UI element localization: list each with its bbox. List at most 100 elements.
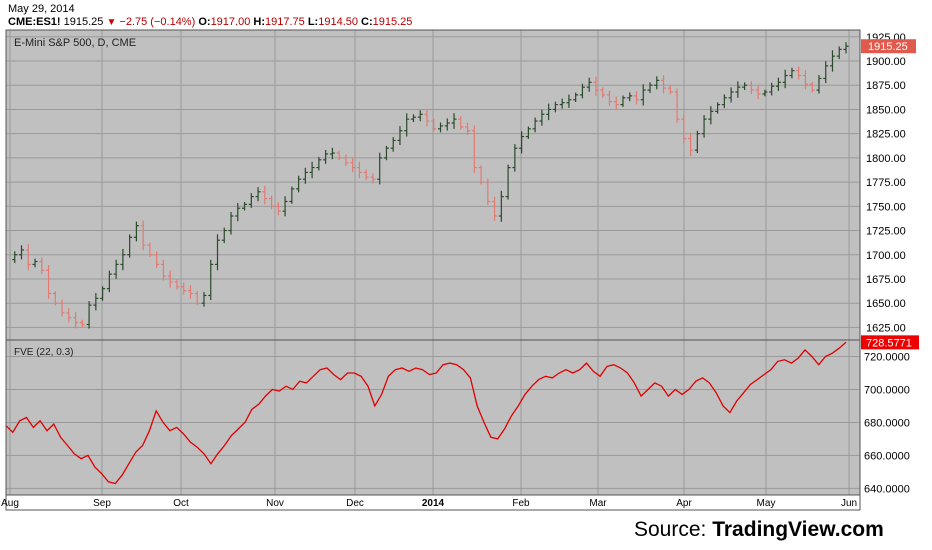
price-bar: [79, 319, 85, 328]
price-bar: [39, 257, 45, 275]
price-bar: [789, 67, 795, 79]
close-label: C:: [361, 16, 373, 28]
price-bar: [640, 84, 646, 106]
time-tick-label: May: [757, 498, 776, 509]
price-tick-label: 1750.00: [866, 201, 906, 213]
price-bar: [566, 94, 572, 108]
price-bar: [19, 245, 25, 260]
source-prefix: Source:: [634, 518, 713, 541]
fve-panel-title: FVE (22, 0.3): [14, 347, 73, 358]
price-bar: [512, 144, 518, 172]
fve-tick-label: 640.0000: [864, 483, 910, 495]
price-tick-label: 1700.00: [866, 250, 906, 262]
price-bar: [525, 126, 531, 139]
price-bar: [269, 195, 275, 210]
time-tick-label: Nov: [266, 498, 284, 509]
price-bar: [471, 125, 477, 173]
price-bar: [586, 77, 592, 92]
high-label: H:: [253, 16, 265, 28]
price-bar: [296, 175, 302, 193]
price-bar: [289, 186, 295, 204]
price-bar: [215, 234, 220, 271]
price-bar: [275, 202, 281, 216]
price-bar: [73, 311, 79, 329]
price-bar: [410, 114, 416, 123]
price-bar: [52, 291, 58, 306]
price-bar: [228, 211, 234, 235]
source-credit: Source: TradingView.com: [634, 518, 884, 542]
price-bar: [465, 122, 471, 135]
time-tick-label: Dec: [346, 498, 364, 509]
source-brand[interactable]: TradingView.com: [712, 518, 884, 541]
price-bar: [539, 109, 545, 126]
price-bar: [681, 114, 687, 144]
price-bar: [593, 76, 599, 96]
symbol-label[interactable]: CME:ES1!: [8, 16, 61, 28]
price-bar: [66, 308, 72, 323]
fve-tick-label: 680.0000: [864, 417, 910, 429]
price-bar: [370, 173, 376, 184]
price-bar: [120, 248, 126, 271]
price-bar: [46, 265, 52, 299]
price-bar: [546, 103, 552, 121]
price-tick-label: 1625.00: [866, 322, 906, 334]
price-bar: [93, 293, 99, 311]
price-bar: [748, 81, 754, 95]
price-bar: [329, 147, 335, 160]
price-bar: [106, 270, 112, 293]
time-tick-label: Mar: [589, 498, 607, 509]
fve-tick-label: 720.0000: [864, 351, 910, 363]
price-bar: [377, 152, 383, 185]
price-bar: [458, 116, 464, 130]
price-bar: [336, 150, 342, 161]
price-bar: [431, 118, 437, 132]
price-bar: [505, 164, 511, 200]
price-tick-label: 1675.00: [866, 274, 906, 286]
price-bar: [390, 136, 396, 152]
price-bar: [647, 82, 653, 93]
price-bar: [242, 202, 248, 211]
price-bar: [742, 82, 748, 91]
price-bar: [579, 83, 585, 99]
price-bars: [12, 42, 849, 329]
price-bar: [167, 270, 173, 288]
price-bar: [127, 234, 133, 258]
price-bar: [444, 118, 450, 131]
price-bar: [701, 115, 707, 138]
price-bar: [735, 81, 741, 98]
fve-last-badge: [861, 335, 919, 350]
price-bar: [775, 77, 781, 91]
price-bar: [356, 161, 362, 179]
fve-series: [5, 341, 847, 485]
price-bar: [174, 278, 180, 290]
low-label: L:: [307, 16, 319, 28]
price-bar: [194, 291, 200, 306]
quote-line: CME:ES1! 1915.25 ▼ −2.75 (−0.14%) O:1917…: [8, 16, 412, 28]
price-tick-label: 1775.00: [866, 177, 906, 189]
change-value: −2.75 (−0.14%): [119, 16, 196, 28]
price-bar: [248, 193, 254, 208]
time-tick-label: Sep: [93, 498, 111, 509]
price-bar: [654, 76, 660, 90]
fve-axis: 640.0000 660.0000 680.0000 700.0000 720.0000…: [861, 335, 919, 495]
time-tick-label: 2014: [422, 498, 445, 509]
price-bar: [694, 130, 700, 154]
price-bar: [829, 50, 835, 72]
price-bar: [559, 98, 565, 109]
open-label: O:: [198, 16, 211, 28]
price-bar: [708, 106, 714, 125]
price-bar: [417, 110, 423, 122]
price-tick-label: 1725.00: [866, 226, 906, 238]
price-bar: [316, 156, 322, 171]
price-bar: [397, 126, 403, 146]
high-value: 1917.75: [265, 16, 305, 28]
price-bar: [809, 81, 815, 93]
price-bar: [282, 196, 288, 217]
price-bar: [498, 190, 504, 222]
price-bar: [552, 101, 558, 113]
price-tick-label: 1650.00: [866, 298, 906, 310]
price-bar: [25, 244, 31, 271]
price-bar: [843, 42, 849, 54]
price-bar: [201, 291, 207, 307]
